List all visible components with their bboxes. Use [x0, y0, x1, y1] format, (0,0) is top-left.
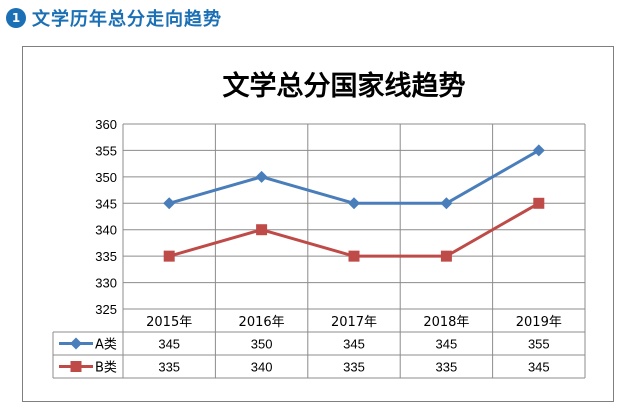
legend-series-name: A类	[95, 338, 117, 353]
table-value: 345	[436, 337, 458, 352]
data-point-marker	[532, 144, 545, 157]
table-value: 335	[343, 360, 365, 375]
x-category-label: 2017年	[331, 315, 377, 330]
data-point-marker	[163, 197, 176, 210]
table-value: 340	[251, 360, 273, 375]
line-chart: 文学总分国家线趋势 325 330 335 340 345 350 355 360 2015年 20…	[52, 70, 586, 379]
section-title: 文学历年总分走向趋势	[32, 9, 222, 30]
section-header: 1 文学历年总分走向趋势	[6, 4, 222, 32]
table-value: 355	[528, 337, 550, 352]
y-tick-label: 325	[95, 302, 117, 317]
chart-frame: 文学总分国家线趋势 325 330 335 340 345 350 355 360 2015年 20…	[22, 46, 614, 402]
section-number-badge: 1	[6, 8, 26, 28]
y-tick-label: 340	[95, 223, 117, 238]
table-value: 335	[158, 360, 180, 375]
x-category-label: 2016年	[239, 315, 285, 330]
chart-title: 文学总分国家线趋势	[223, 70, 466, 102]
legend-key-marker	[70, 337, 82, 350]
data-point-marker	[440, 197, 453, 210]
y-tick-label: 360	[95, 117, 117, 132]
data-point-marker	[348, 250, 360, 262]
data-point-marker	[163, 250, 175, 262]
x-category-label: 2019年	[516, 315, 562, 330]
y-tick-label: 330	[95, 276, 117, 291]
data-point-marker	[255, 170, 268, 183]
x-category-label: 2018年	[423, 315, 469, 330]
table-value: 350	[251, 337, 273, 352]
table-value: 345	[343, 337, 365, 352]
y-tick-label: 345	[95, 196, 117, 211]
table-value: 335	[436, 360, 458, 375]
legend-key-marker	[70, 361, 82, 372]
y-tick-label: 350	[95, 170, 117, 185]
data-point-marker	[256, 224, 268, 236]
y-tick-label: 355	[95, 143, 117, 158]
x-category-label: 2015年	[146, 315, 192, 330]
data-point-marker	[348, 197, 360, 210]
data-point-marker	[533, 197, 545, 209]
legend-series-name: B类	[95, 361, 117, 376]
data-point-marker	[440, 250, 452, 262]
table-value: 345	[528, 360, 550, 375]
table-value: 345	[158, 337, 180, 352]
y-tick-label: 335	[95, 249, 117, 264]
